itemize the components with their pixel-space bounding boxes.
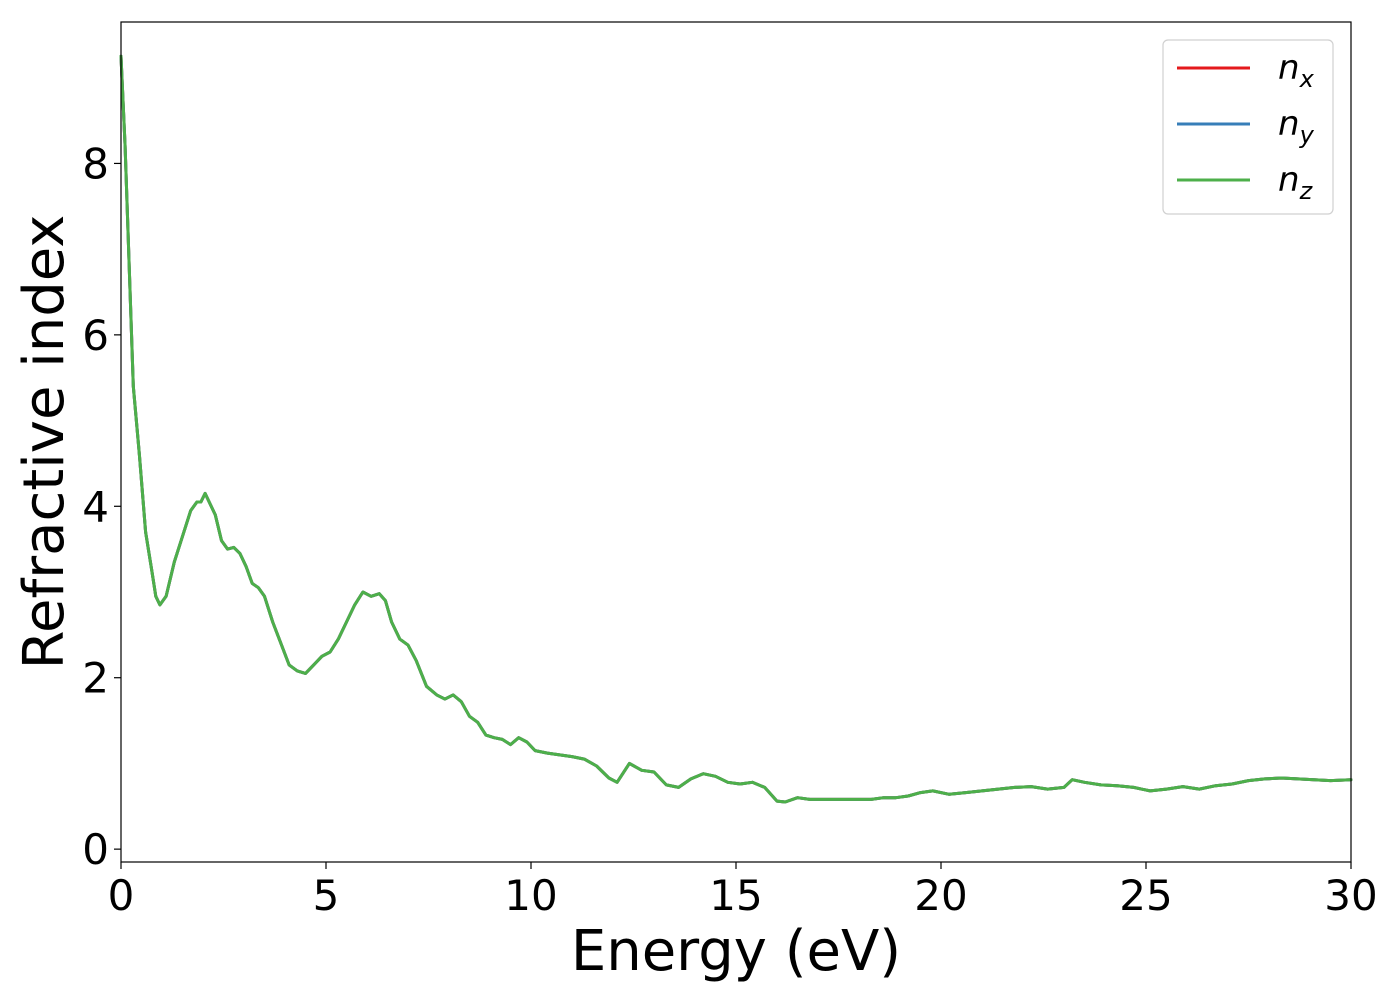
legend-label-ny: ny — [1278, 104, 1315, 149]
x-tick-label: 20 — [914, 871, 967, 920]
legend-label-nz: nz — [1278, 160, 1314, 205]
x-axis-ticks: 0 5 10 15 20 25 30 — [108, 862, 1378, 920]
y-tick-label: 4 — [82, 482, 109, 531]
legend: nx ny nz — [1162, 39, 1334, 215]
y-axis-ticks: 0 2 4 6 8 — [82, 139, 121, 874]
y-tick-label: 6 — [82, 311, 109, 360]
x-axis-title: Energy (eV) — [571, 919, 901, 984]
y-axis-title: Refractive index — [12, 215, 77, 670]
x-tick-label: 0 — [108, 871, 135, 920]
series-line-nz — [119, 54, 1353, 804]
y-tick-label: 0 — [82, 825, 109, 874]
series-layer — [119, 54, 1353, 804]
x-tick-label: 25 — [1119, 871, 1172, 920]
x-tick-label: 30 — [1324, 871, 1377, 920]
x-tick-label: 15 — [709, 871, 762, 920]
x-tick-label: 10 — [504, 871, 557, 920]
x-tick-label: 5 — [313, 871, 340, 920]
legend-label-nx: nx — [1278, 48, 1315, 93]
y-tick-label: 2 — [82, 654, 109, 703]
y-tick-label: 8 — [82, 139, 109, 188]
legend-box — [1162, 39, 1334, 215]
